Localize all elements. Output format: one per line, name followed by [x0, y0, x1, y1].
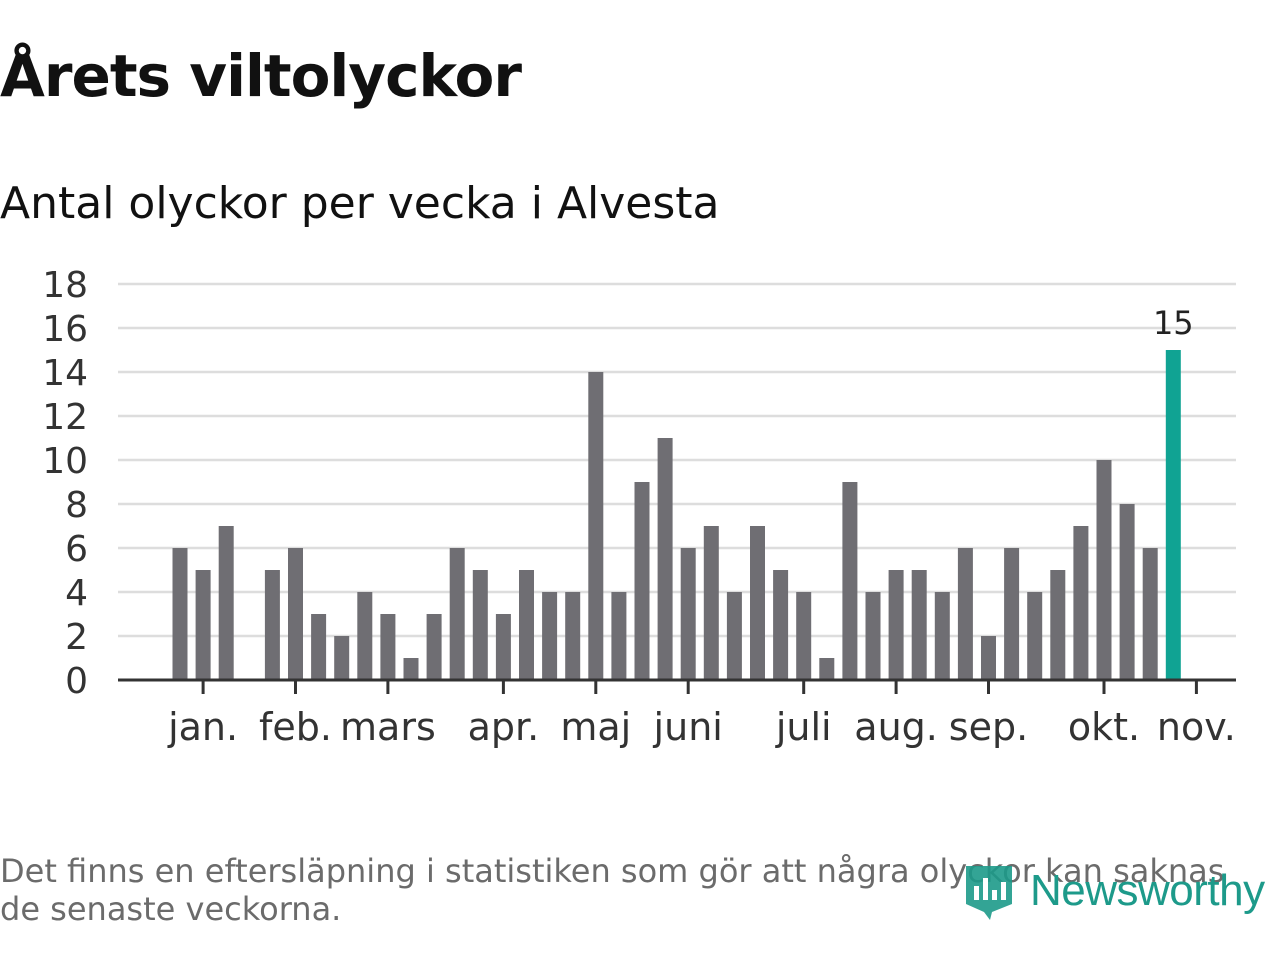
x-tick-label: nov. [1157, 705, 1236, 749]
bar [334, 636, 350, 680]
bar [1119, 504, 1135, 680]
brand-name: Newsworthy [1030, 866, 1265, 915]
bar [773, 570, 789, 680]
x-tick-label: mars [340, 705, 436, 749]
x-tick-label: juli [775, 705, 832, 749]
x-tick-label: apr. [468, 705, 540, 749]
bar [264, 570, 280, 680]
y-tick-label: 2 [65, 617, 88, 658]
bar [495, 614, 511, 680]
chart-subtitle: Antal olyckor per vecka i Alvesta [0, 178, 720, 229]
bar [288, 548, 303, 680]
x-tick-label: aug. [854, 705, 938, 749]
bar [403, 658, 419, 680]
footnote: Det finns en eftersläpning i statistiken… [0, 852, 1225, 928]
bar [611, 592, 627, 680]
brand-logo: Newsworthy [962, 860, 1265, 922]
bar [218, 526, 234, 680]
bars [172, 350, 1181, 680]
bar [380, 614, 396, 680]
bar [195, 570, 211, 680]
x-tick-label: okt. [1068, 705, 1140, 749]
highlight-bar [1165, 350, 1181, 680]
newsworthy-logo-icon [966, 866, 1012, 920]
bar [519, 570, 534, 680]
y-tick-label: 18 [42, 265, 88, 306]
bar [842, 482, 858, 680]
bar [1004, 548, 1020, 680]
data-label: 15 [1153, 304, 1194, 342]
bar [680, 548, 696, 680]
y-tick-label: 8 [65, 485, 88, 526]
data-labels: 15 [1153, 304, 1194, 342]
bar [934, 592, 950, 680]
x-tick-label: jan. [167, 705, 238, 749]
bar [819, 658, 835, 680]
bar [565, 592, 581, 680]
gridlines [118, 282, 1236, 638]
y-tick-label: 6 [65, 529, 88, 570]
y-tick-label: 14 [42, 353, 88, 394]
x-tick-label: maj [560, 705, 631, 749]
bar [1050, 570, 1066, 680]
bar [911, 570, 927, 680]
bar [472, 570, 488, 680]
y-tick-label: 12 [42, 397, 88, 438]
x-axis: jan. feb. mars apr. maj juni juli aug. sep. okt. n… [118, 678, 1236, 749]
x-tick-label: juni [653, 705, 723, 749]
bar [657, 438, 673, 680]
y-tick-label: 10 [42, 441, 88, 482]
bar [1096, 460, 1112, 680]
bar [172, 548, 188, 680]
bar [357, 592, 373, 680]
bar [796, 592, 812, 680]
chart-title: Årets viltolyckor [0, 42, 522, 110]
x-tick-label: feb. [259, 705, 332, 749]
bar [750, 526, 765, 680]
bar [726, 592, 742, 680]
bar [1073, 526, 1089, 680]
bar [888, 570, 904, 680]
bar [588, 372, 604, 680]
y-tick-label: 16 [42, 309, 88, 350]
bar [634, 482, 650, 680]
bar [1027, 592, 1043, 680]
bar [1142, 548, 1158, 680]
y-tick-label: 0 [65, 661, 88, 702]
bar [865, 592, 881, 680]
bar [311, 614, 327, 680]
bar [542, 592, 558, 680]
bar [449, 548, 465, 680]
x-tick-label: sep. [949, 705, 1028, 749]
bar [957, 548, 973, 680]
bar [426, 614, 442, 680]
bar [703, 526, 719, 680]
bar [981, 636, 996, 680]
y-tick-label: 4 [65, 573, 88, 614]
